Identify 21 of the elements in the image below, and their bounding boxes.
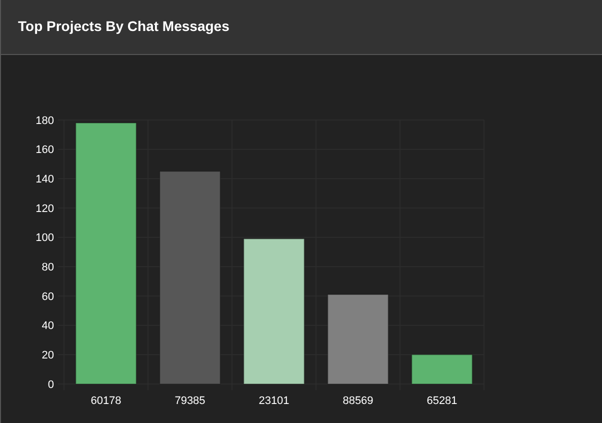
bar <box>411 354 473 384</box>
y-tick-label: 60 <box>42 290 54 303</box>
y-tick-label: 0 <box>48 378 54 391</box>
y-tick-label: 40 <box>42 320 54 332</box>
y-tick-label: 100 <box>36 232 54 244</box>
x-tick-label: 23101 <box>258 395 290 407</box>
x-tick-label: 88569 <box>342 395 374 407</box>
bar <box>75 122 137 384</box>
y-tick-label: 180 <box>36 114 54 127</box>
x-tick-label: 65281 <box>426 395 458 407</box>
bar <box>243 238 305 384</box>
y-tick-label: 140 <box>36 174 54 186</box>
y-tick-label: 20 <box>42 350 54 362</box>
y-tick-label: 120 <box>36 202 54 215</box>
bar <box>159 170 221 384</box>
chart-title: Top Projects By Chat Messages <box>18 18 230 34</box>
x-tick-label: 79385 <box>174 395 206 407</box>
x-tick-label: 60178 <box>90 395 122 407</box>
y-tick-label: 80 <box>42 262 54 274</box>
bar <box>327 294 389 384</box>
y-tick-label: 160 <box>36 144 54 156</box>
